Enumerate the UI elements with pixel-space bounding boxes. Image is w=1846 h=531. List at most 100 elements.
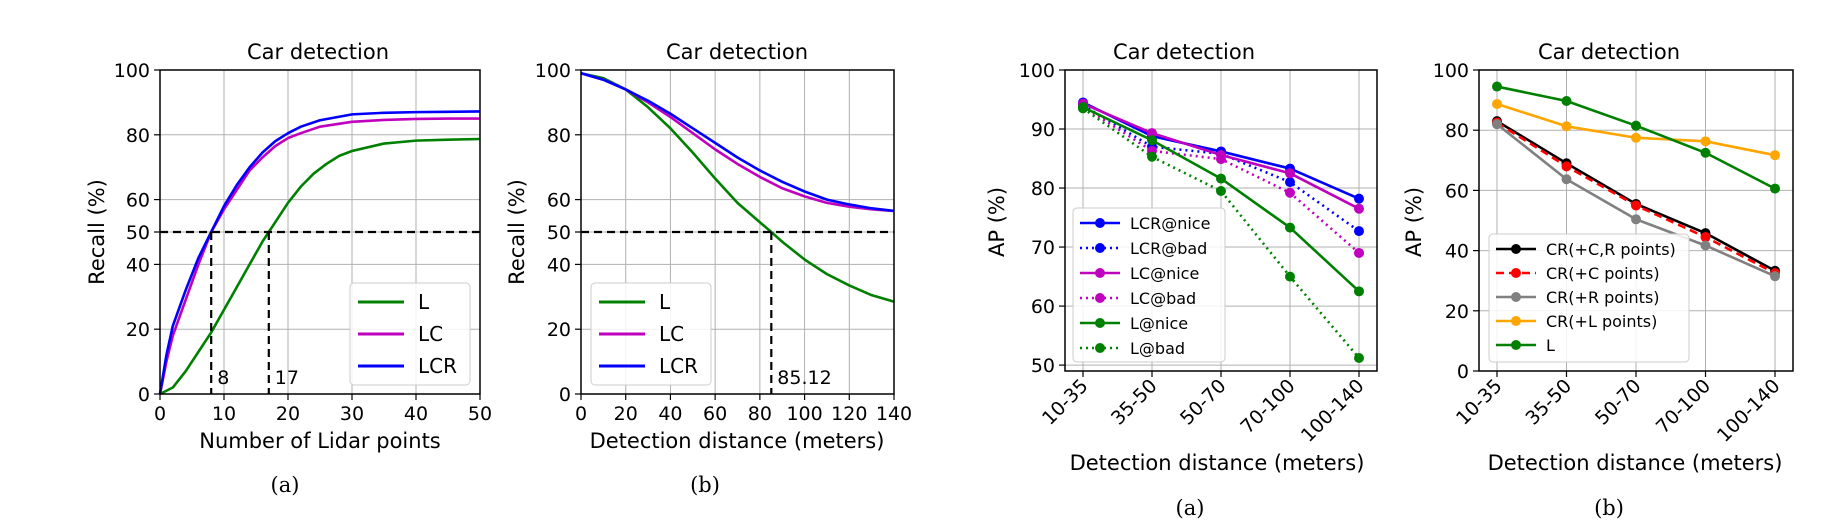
data-point-l-bad [1147,151,1157,162]
x-tick-label: 0 [575,403,587,425]
y-axis-label: Recall (%) [505,179,529,285]
legend-marker-lc-bad [1095,293,1105,303]
x-tick-label: 40 [658,403,682,425]
legend-label-lc-bad: LC@bad [1130,289,1196,308]
legend-marker-l-nice [1095,318,1105,328]
plot-frame [580,69,895,395]
data-point-lcr-nice [1354,193,1364,204]
y-tick-label: 0 [559,384,571,406]
series-line-l [580,71,895,303]
data-point-l-bad [1216,185,1226,196]
x-tick-label: 100-140 [1297,375,1369,447]
series-group [158,110,481,396]
data-point-cr-l-points [1492,99,1502,110]
x-tick-label: 20 [276,403,300,425]
y-tick-label: 0 [138,384,150,406]
legend-label-l-nice: L@nice [1130,314,1188,333]
legend-label-l-bad: L@bad [1130,339,1185,358]
y-axis-label: AP (%) [985,187,1009,257]
legend: CR(+C,R points) CR(+C points) CR(+R points… [1488,233,1690,363]
y-tick-label: 20 [126,319,150,341]
data-point-l [1770,183,1780,194]
legend-marker-lcr-bad [1095,243,1105,253]
x-axis-label: Number of Lidar points [199,429,441,453]
x-axis-label: Detection distance (meters) [590,429,885,453]
plot-frame [1478,69,1794,372]
plot-frame [1064,69,1378,372]
x-tick-label: 70-100 [1236,375,1299,438]
data-point-l-nice [1354,286,1364,297]
series-group [1492,81,1780,282]
legend-label-l: L [418,290,430,314]
data-point-l [1561,96,1572,107]
y-tick-label: 100 [1019,60,1055,82]
x-axis-label: Detection distance (meters) [1070,451,1365,475]
x-tick-label: 100-140 [1713,375,1785,447]
data-point-cr-l-points [1631,132,1641,143]
legend-frame [590,282,712,386]
x-tick-label: 30 [340,403,364,425]
data-point-lc-bad [1354,247,1364,258]
x-tick-label: 50-70 [1176,375,1231,430]
x-tick-label: 140 [876,403,912,425]
data-point-lc-bad [1285,187,1295,198]
data-point-cr-l-points [1700,136,1711,147]
y-tick-label: 100 [535,60,571,82]
plot-frame [159,69,481,395]
y-tick-label: 90 [1031,119,1055,141]
data-point-l-bad [1354,353,1364,364]
series-line-lc [580,71,895,213]
x-tick-label: 0 [154,403,166,425]
legend-marker-l-bad [1095,343,1105,353]
series-group [580,71,895,303]
legend-label-cr-r-points: CR(+R points) [1546,288,1660,307]
legend-marker-l [1511,340,1521,350]
data-point-lc-nice [1147,128,1157,139]
legend: LCR@nice LCR@bad LC@nice LC@bad L@nice L@bad [1072,207,1226,363]
series-line-lcr-bad [1082,104,1360,233]
legend-label-lcr-nice: LCR@nice [1130,214,1210,233]
y-tick-label: 0 [1457,361,1469,383]
data-point-l-nice [1147,135,1157,146]
y-tick-label: 50 [126,222,150,244]
legend-marker-cr-l-points [1511,316,1521,326]
x-tick-label: 10-35 [1038,375,1093,430]
legend-label-lc-nice: LC@nice [1130,264,1199,283]
caption-a: (a) [271,473,300,497]
y-tick-label: 40 [547,254,571,276]
x-tick-label: 35-50 [1521,375,1576,430]
y-tick-label: 60 [1031,296,1055,318]
x-tick-label: 10 [212,403,236,425]
data-point-cr-l-points [1770,150,1780,161]
reference-vline-label: 85.12 [777,367,831,389]
legend-frame [349,282,471,386]
x-tick-label: 20 [614,403,638,425]
caption-b: (b) [1594,496,1624,520]
chart-title: Car detection [1538,40,1680,64]
data-point-l [1492,81,1502,92]
caption-a: (a) [1176,496,1205,520]
series-line-lcr [158,110,481,395]
data-point-cr-r-points [1561,174,1572,185]
data-point-cr-r-points [1492,119,1502,130]
x-tick-label: 100 [786,403,822,425]
data-point-cr-r-points [1770,271,1780,282]
y-tick-label: 20 [547,319,571,341]
chart-ap-vs-distance-weather: Car detection 50 60 70 80 90 100 10-35 35-50 50-… [985,40,1378,520]
y-tick-label: 70 [1031,237,1055,259]
data-point-cr-c-points [1700,232,1711,243]
legend-marker-cr-r-points [1511,292,1521,302]
y-tick-label: 80 [547,125,571,147]
series-line-lc [158,117,480,395]
series-line-lcr [580,71,895,213]
data-point-l-bad [1285,271,1295,282]
x-tick-label: 50-70 [1591,375,1646,430]
legend-marker-lc-nice [1095,268,1105,278]
caption-b: (b) [690,473,720,497]
y-tick-label: 60 [547,190,571,212]
y-tick-label: 50 [547,222,571,244]
x-tick-label: 60 [703,403,727,425]
chart-title: Car detection [1113,40,1255,64]
legend-label-l: L [659,290,671,314]
